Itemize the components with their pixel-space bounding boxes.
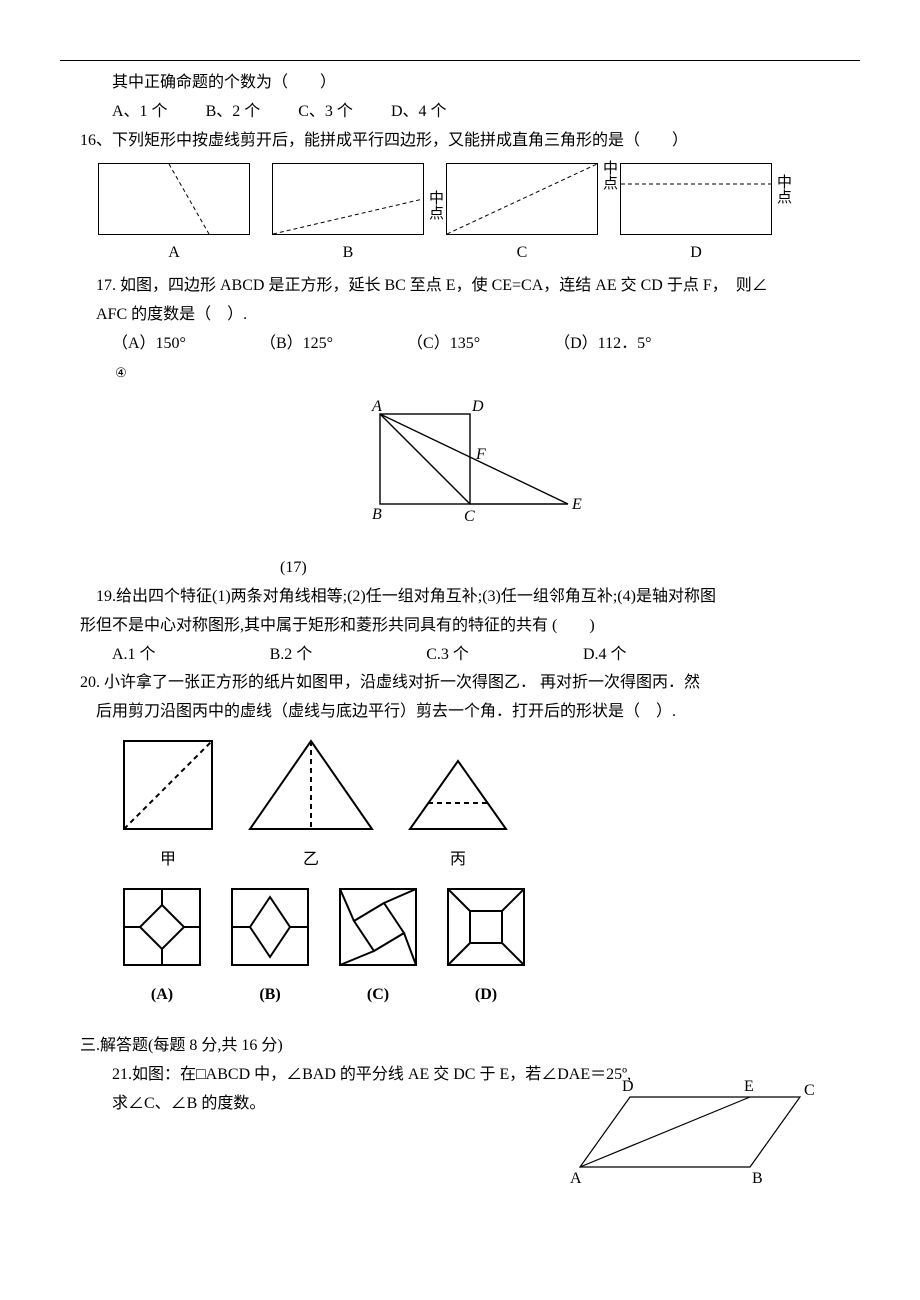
q17-opt-a: （A）150° — [112, 330, 186, 359]
q16-item-c: 中点 C — [446, 163, 598, 268]
q21-B: B — [752, 1170, 763, 1187]
q16-a-cut — [99, 164, 249, 234]
q15-stem: 其中正确命题的个数为（ ） — [80, 69, 840, 98]
q17-figure: A D F B C E — [80, 399, 840, 550]
q21-figure: D E C A B — [560, 1077, 820, 1198]
q16-label-c: C — [446, 239, 598, 268]
q20-opt-d: (D) — [444, 885, 528, 1011]
q21-A: A — [570, 1170, 582, 1187]
q15-opt-c: C、3 个 — [298, 98, 353, 127]
page-top-rule — [60, 60, 860, 61]
q21-C: C — [804, 1082, 815, 1099]
q20-stem-1: 20. 小许拿了一张正方形的纸片如图甲，沿虚线对折一次得图乙． 再对折一次得图丙… — [80, 669, 840, 698]
q16-c-midpoint: 中点 — [601, 160, 618, 190]
q16-d-cut — [621, 164, 771, 234]
q19-opt-b: B.2 个 — [270, 641, 313, 670]
q19-opt-c: C.3 个 — [426, 641, 469, 670]
q20-fold-jia: 甲 — [120, 737, 216, 875]
q21-wrap: 21.如图：在□ABCD 中，∠BAD 的平分线 AE 交 DC 于 E，若∠D… — [80, 1061, 840, 1119]
q19-stem-1: 19.给出四个特征(1)两条对角线相等;(2)任一组对角互补;(3)任一组邻角互… — [80, 583, 840, 612]
fig17-B: B — [372, 506, 382, 523]
q17-caption: (17) — [80, 554, 840, 583]
q20-opt-a: (A) — [120, 885, 204, 1011]
q20-opt-b: (B) — [228, 885, 312, 1011]
q15-options: A、1 个 B、2 个 C、3 个 D、4 个 — [80, 98, 840, 127]
q16-label-b: B — [272, 239, 424, 268]
q16-b-cut — [273, 164, 423, 234]
q20-stem-2: 后用剪刀沿图丙中的虚线（虚线与底边平行）剪去一个角．打开后的形状是（ ）. — [80, 698, 840, 727]
q16-b-midpoint: 中点 — [427, 190, 444, 220]
q16-c-cut — [447, 164, 597, 234]
q17-opt-c: （C）135° — [407, 330, 480, 359]
fig17-F: F — [475, 446, 486, 463]
q17-circled: ④ — [80, 359, 840, 388]
q17-options: （A）150° （B）125° （C）135° （D）112．5° — [80, 330, 840, 359]
fig17-E: E — [571, 496, 582, 513]
q16-diagrams: A 中点 B 中点 C 中点 D — [98, 163, 840, 268]
q20-fold-yi: 乙 — [246, 737, 376, 875]
q21-E: E — [744, 1078, 754, 1095]
q20-opt-c: (C) — [336, 885, 420, 1011]
q17-opt-d: （D）112．5° — [554, 330, 651, 359]
q17-opt-b: （B）125° — [260, 330, 333, 359]
q16-label-d: D — [620, 239, 772, 268]
q17-stem-2: AFC 的度数是（ ）. — [80, 301, 840, 330]
q20-fold-bing: 丙 — [406, 757, 510, 875]
q15-opt-b: B、2 个 — [206, 98, 261, 127]
fig17-C: C — [464, 508, 475, 525]
q19-opt-a: A.1 个 — [112, 641, 156, 670]
q19-stem-2: 形但不是中心对称图形,其中属于矩形和菱形共同具有的特征的共有 ( ) — [80, 612, 840, 641]
q15-opt-a: A、1 个 — [112, 98, 168, 127]
q15-opt-d: D、4 个 — [391, 98, 447, 127]
q16-item-d: 中点 D — [620, 163, 772, 268]
fig17-A: A — [371, 399, 382, 415]
fig17-D: D — [471, 399, 484, 415]
q16-stem: 16、下列矩形中按虚线剪开后，能拼成平行四边形，又能拼成直角三角形的是（ ） — [80, 127, 840, 156]
q19-options: A.1 个 B.2 个 C.3 个 D.4 个 — [80, 641, 840, 670]
q16-label-a: A — [98, 239, 250, 268]
q16-d-midpoint: 中点 — [775, 174, 792, 204]
q21-D: D — [622, 1078, 634, 1095]
q19-opt-d: D.4 个 — [583, 641, 627, 670]
section3-title: 三.解答题(每题 8 分,共 16 分) — [80, 1032, 840, 1061]
q17-stem-1: 17. 如图，四边形 ABCD 是正方形，延长 BC 至点 E，使 CE=CA，… — [80, 272, 840, 301]
q20-options-row: (A) (B) (C) (D) — [120, 885, 840, 1011]
q16-item-b: 中点 B — [272, 163, 424, 268]
q16-item-a: A — [98, 163, 250, 268]
q20-fold-row: 甲 乙 丙 — [120, 737, 840, 875]
